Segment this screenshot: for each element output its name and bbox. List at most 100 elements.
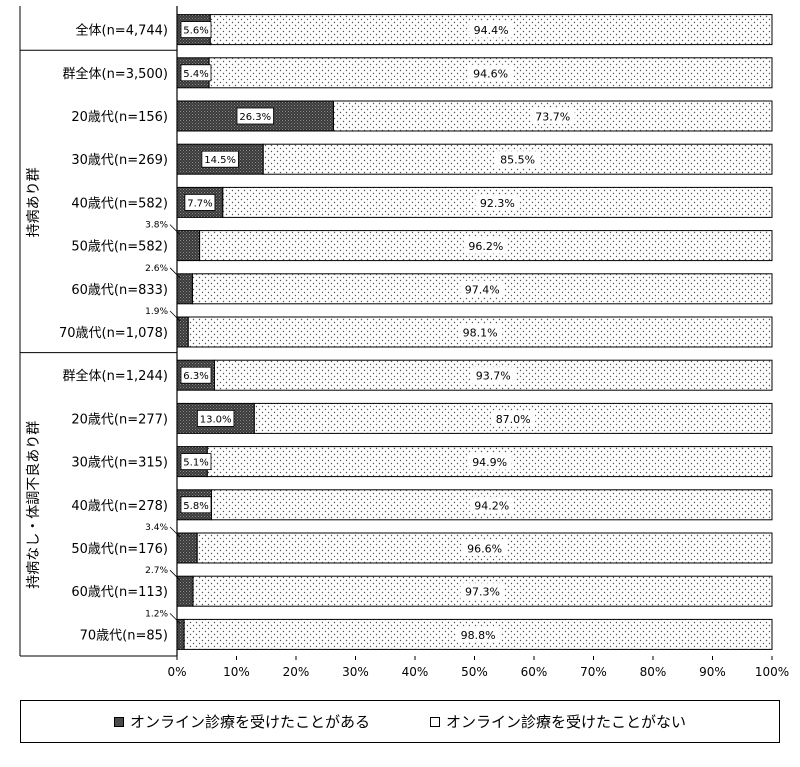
data-label-yes: 3.8% [145, 221, 168, 231]
bar-no [196, 532, 773, 564]
data-label-bg [469, 21, 514, 38]
data-label-no: 96.2% [468, 240, 503, 253]
category-label: 70歳代(n=85) [80, 628, 168, 643]
stacked-bar-chart: 全体(n=4,744) 94.4% 5.6% 群全体(n=3,500) 94.6% 5.4… [19, 6, 789, 679]
data-label-bg [180, 21, 212, 39]
bar-yes [176, 230, 201, 262]
category-label: 50歳代(n=582) [71, 240, 168, 255]
category-label: 40歳代(n=582) [71, 196, 168, 211]
data-label-bg [460, 280, 505, 297]
bar-yes [176, 532, 198, 564]
bar-yes [176, 316, 189, 348]
data-label-no: 97.3% [465, 586, 500, 599]
leader-line [169, 310, 181, 322]
data-label-no: 94.2% [474, 499, 509, 512]
legend-swatch-yes [113, 716, 124, 727]
legend-item-no: オンライン診療を受けたことがない [430, 711, 686, 732]
leader-line [169, 526, 181, 538]
data-label-bg [468, 64, 513, 81]
bar-no [262, 143, 773, 175]
x-tick-label: 50% [461, 665, 488, 679]
data-label-bg [495, 151, 540, 168]
data-label-yes: 26.3% [239, 112, 271, 123]
data-label-yes: 3.4% [145, 523, 168, 533]
legend-label-yes: オンライン診療を受けたことがある [129, 713, 370, 731]
data-label-yes: 2.7% [145, 566, 168, 576]
bar-no [213, 359, 773, 391]
data-label-no: 73.7% [535, 111, 570, 124]
category-label: 40歳代(n=278) [71, 499, 168, 514]
data-label-no: 87.0% [496, 413, 531, 426]
x-tick-label: 40% [402, 665, 429, 679]
leader-line [169, 569, 181, 581]
leader-line [169, 613, 181, 624]
data-label-no: 96.6% [467, 543, 502, 556]
data-label-no: 98.8% [461, 629, 496, 642]
category-label: 群全体(n=1,244) [63, 368, 169, 384]
category-label: 20歳代(n=277) [71, 412, 168, 427]
data-label-no: 98.1% [463, 327, 498, 340]
legend: オンライン診療を受けたことがある オンライン診療を受けたことがない [20, 700, 780, 743]
data-label-bg [201, 150, 239, 168]
data-label-bg [471, 367, 516, 384]
x-tick-label: 10% [223, 665, 250, 679]
data-label-no: 92.3% [480, 197, 515, 210]
category-label: 30歳代(n=269) [71, 153, 168, 168]
x-tick-label: 70% [580, 665, 607, 679]
data-label-bg [467, 453, 512, 470]
x-tick-label: 60% [521, 665, 548, 679]
data-label-yes: 5.4% [183, 69, 208, 80]
category-label: 70歳代(n=1,078) [59, 326, 168, 341]
legend-swatch-no [430, 716, 440, 727]
data-label-no: 94.4% [474, 24, 509, 37]
data-label-yes: 5.8% [183, 501, 208, 512]
data-label-yes: 7.7% [187, 198, 212, 209]
data-label-yes: 5.6% [183, 26, 208, 37]
category-label: 全体(n=4,744) [76, 23, 169, 39]
data-label-no: 93.7% [476, 370, 511, 383]
data-label-yes: 1.2% [145, 609, 168, 619]
x-tick-label: 90% [699, 665, 726, 679]
data-label-bg [462, 540, 507, 556]
data-label-bg [460, 583, 505, 600]
data-label-no: 94.6% [473, 67, 508, 80]
bar-yes [176, 575, 194, 607]
data-label-bg [236, 107, 274, 125]
data-label-no: 94.9% [472, 456, 507, 469]
category-label: 60歳代(n=833) [71, 283, 168, 298]
group-label: 持病あり群 [26, 167, 42, 237]
data-label-bg [180, 453, 212, 471]
data-label-bg [475, 194, 520, 211]
data-label-yes: 1.9% [145, 307, 168, 317]
data-label-yes: 5.1% [183, 458, 208, 469]
data-label-bg [197, 409, 235, 427]
x-tick-label: 0% [167, 665, 186, 679]
x-tick-label: 20% [283, 665, 310, 679]
data-label-yes: 2.6% [145, 264, 168, 274]
category-label: 30歳代(n=315) [71, 456, 168, 471]
data-label-bg [456, 626, 501, 643]
data-label-bg [530, 108, 575, 124]
category-label: 50歳代(n=176) [71, 542, 168, 557]
legend-label-no: オンライン診療を受けたことがない [446, 713, 687, 731]
data-label-yes: 14.5% [204, 155, 236, 166]
x-tick-label: 100% [755, 665, 789, 679]
x-tick-label: 30% [342, 665, 369, 679]
data-label-bg [180, 366, 212, 384]
data-label-bg [180, 496, 212, 514]
data-label-no: 85.5% [500, 154, 535, 167]
category-label: 20歳代(n=156) [71, 110, 168, 125]
data-label-yes: 13.0% [200, 414, 232, 425]
data-label-bg [180, 64, 212, 82]
x-tick-label: 80% [640, 665, 667, 679]
data-label-bg [469, 496, 514, 513]
bar-yes [176, 273, 193, 305]
category-label: 群全体(n=3,500) [63, 66, 169, 82]
data-label-bg [458, 324, 503, 340]
bar-yes [176, 618, 185, 650]
data-label-no: 97.4% [465, 283, 500, 296]
leader-line [169, 224, 181, 235]
data-label-bg [463, 237, 508, 254]
data-label-yes: 6.3% [183, 371, 208, 382]
category-label: 60歳代(n=113) [71, 585, 168, 600]
